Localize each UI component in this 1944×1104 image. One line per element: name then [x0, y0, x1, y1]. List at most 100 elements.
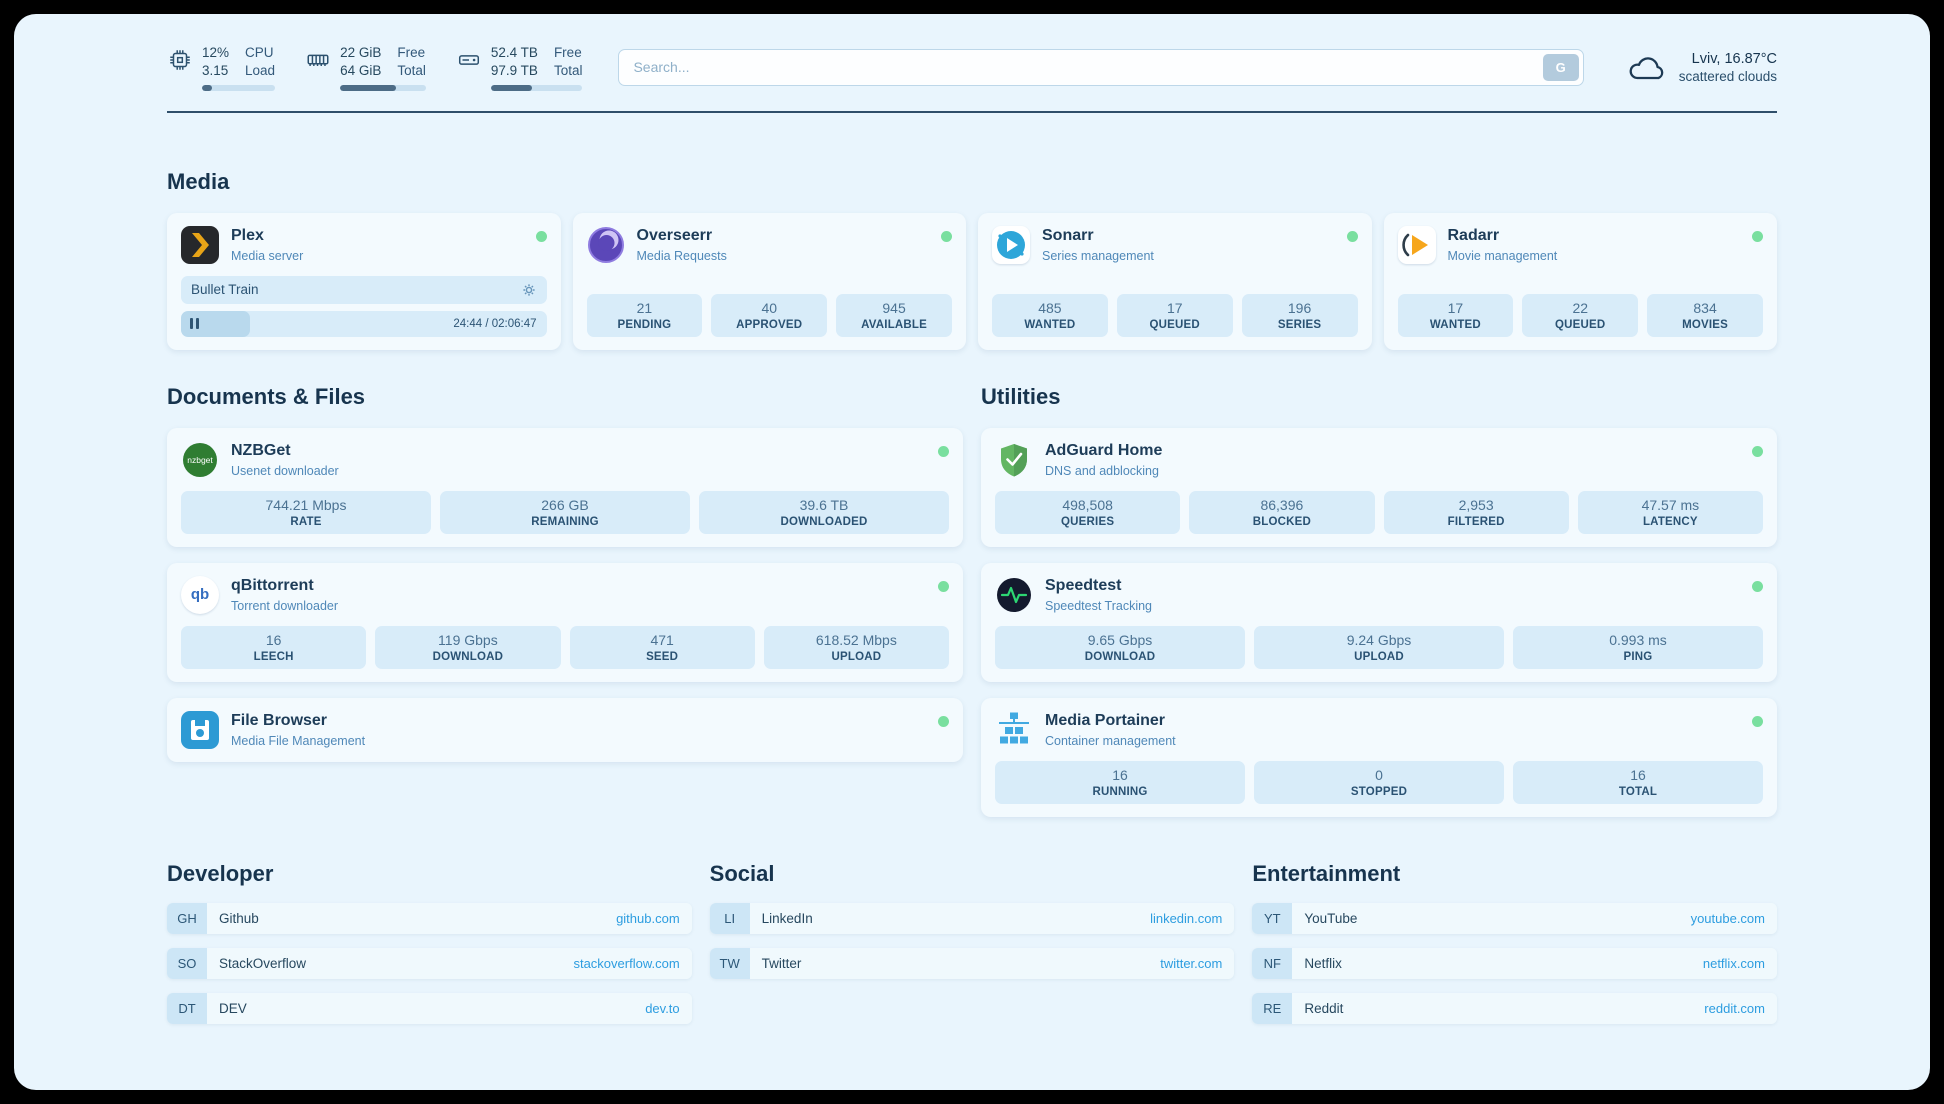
- app-subtitle: Series management: [1042, 248, 1154, 263]
- bookmark-badge: TW: [709, 947, 750, 979]
- disk-progress-bar: [490, 84, 583, 91]
- app-card-nzbget[interactable]: nzbget NZBGet Usenet downloader 74: [167, 427, 963, 547]
- stat-tile-stopped: 0 STOPPED: [1254, 760, 1504, 804]
- stat-label: UPLOAD: [831, 650, 882, 663]
- section-title-utilities: Utilities: [981, 383, 1061, 409]
- cpu-stat: 12% 3.15 CPU Load: [167, 44, 276, 91]
- stat-value: 21: [636, 299, 653, 316]
- status-dot: [938, 715, 949, 727]
- bookmark-url: netflix.com: [1702, 955, 1765, 971]
- app-card-speedtest[interactable]: Speedtest Speedtest Tracking 9.65 Gbps D…: [981, 562, 1777, 682]
- stat-value: 266 GB: [541, 496, 589, 513]
- bookmark-reddit[interactable]: RE Reddit reddit.com: [1252, 992, 1777, 1024]
- bookmark-badge: NF: [1252, 947, 1293, 979]
- app-card-filebrowser[interactable]: File Browser Media File Management: [167, 697, 963, 762]
- search-provider-button[interactable]: G: [1542, 53, 1579, 81]
- dashboard-page: 12% 3.15 CPU Load: [14, 14, 1930, 1090]
- stat-label: RATE: [290, 515, 322, 528]
- bookmark-github[interactable]: GH Github github.com: [167, 902, 692, 934]
- bookmark-badge: SO: [167, 947, 207, 979]
- app-card-radarr[interactable]: Radarr Movie management 17 WANTED 22 QUE…: [1383, 212, 1777, 350]
- app-name: NZBGet: [231, 441, 291, 459]
- ram-progress-fill: [340, 84, 396, 91]
- stat-tile-wanted: 17 WANTED: [1397, 293, 1514, 337]
- stat-tile-download: 119 Gbps DOWNLOAD: [375, 625, 561, 669]
- stat-label: LEECH: [253, 650, 294, 663]
- bookmark-twitter[interactable]: TW Twitter twitter.com: [709, 947, 1235, 979]
- speedtest-icon: [995, 576, 1033, 614]
- playback-progress-bar[interactable]: 24:44 / 02:06:47: [181, 310, 547, 337]
- app-card-plex[interactable]: Plex Media server Bullet Train: [167, 212, 561, 350]
- bookmark-dev[interactable]: DT DEV dev.to: [167, 992, 692, 1024]
- plex-now-playing: Bullet Train: [181, 264, 547, 337]
- app-card-adguard[interactable]: AdGuard Home DNS and adblocking 498,508 …: [981, 427, 1777, 547]
- app-subtitle: Torrent downloader: [231, 598, 339, 613]
- qbittorrent-icon: qb: [181, 575, 219, 614]
- bookmark-youtube[interactable]: YT YouTube youtube.com: [1252, 902, 1777, 934]
- section-title-developer: Developer: [167, 860, 274, 886]
- app-card-sonarr[interactable]: Sonarr Series management 485 WANTED 17 Q…: [978, 212, 1372, 350]
- ram-stat: 22 GiB 64 GiB Free Total: [305, 44, 426, 91]
- stat-tile-queries: 498,508 QUERIES: [995, 490, 1181, 534]
- ram-total-label: Total: [397, 62, 426, 78]
- portainer-icon: [995, 711, 1033, 749]
- pause-icon[interactable]: [190, 318, 199, 330]
- app-subtitle: Usenet downloader: [231, 463, 339, 478]
- nzbget-icon: nzbget: [181, 441, 219, 479]
- stat-tile-latency: 47.57 ms LATENCY: [1577, 490, 1763, 534]
- stat-tile-approved: 40 APPROVED: [711, 293, 828, 337]
- header-divider: [167, 110, 1777, 113]
- stat-tile-available: 945 AVAILABLE: [836, 293, 952, 337]
- cpu-load-value: 3.15: [202, 62, 229, 78]
- stat-label: QUEUED: [1555, 318, 1606, 331]
- stat-tile-running: 16 RUNNING: [995, 760, 1245, 804]
- stat-tile-downloaded: 39.6 TB DOWNLOADED: [699, 490, 949, 534]
- section-title-media: Media: [167, 168, 230, 194]
- stat-value: 196: [1287, 299, 1312, 316]
- search-input[interactable]: [618, 48, 1584, 86]
- cloud-icon: [1629, 57, 1663, 79]
- cpu-icon: [170, 50, 190, 70]
- ram-free-label: Free: [397, 45, 426, 60]
- app-subtitle: Media server: [231, 248, 304, 263]
- stat-tile-leech: 16 LEECH: [181, 625, 367, 669]
- section-documents: Documents & Files nzbget: [167, 384, 963, 762]
- disk-progress-fill: [490, 84, 533, 91]
- ram-icon: [307, 54, 329, 67]
- bookmark-url: github.com: [616, 910, 680, 926]
- app-card-overseerr[interactable]: Overseerr Media Requests 21 PENDING 40 A…: [572, 212, 966, 350]
- app-name: Speedtest: [1045, 576, 1122, 594]
- radarr-icon: [1397, 225, 1436, 264]
- section-title-documents: Documents & Files: [167, 383, 366, 409]
- status-dot: [1752, 580, 1763, 592]
- stat-label: LATENCY: [1642, 515, 1698, 528]
- bookmark-badge: YT: [1252, 902, 1293, 934]
- app-name: Plex: [231, 226, 264, 244]
- adguard-icon: [995, 441, 1033, 479]
- stat-value: 16: [265, 631, 282, 648]
- app-card-qbittorrent[interactable]: qb qBittorrent Torrent downloader 16: [167, 562, 963, 682]
- app-card-portainer[interactable]: Media Portainer Container management 16 …: [981, 697, 1777, 817]
- stat-label: DOWNLOADED: [780, 515, 868, 528]
- sonarr-icon: [992, 225, 1030, 264]
- stat-value: 2,953: [1458, 496, 1494, 513]
- stat-tile-pending: 21 PENDING: [586, 293, 703, 337]
- bookmark-stackoverflow[interactable]: SO StackOverflow stackoverflow.com: [167, 947, 692, 979]
- bookmark-badge: RE: [1252, 992, 1293, 1024]
- bookmark-url: linkedin.com: [1150, 910, 1223, 926]
- stat-label: WANTED: [1429, 318, 1481, 331]
- disk-total-label: Total: [553, 62, 583, 78]
- bookmark-netflix[interactable]: NF Netflix netflix.com: [1252, 947, 1777, 979]
- stat-value: 86,396: [1260, 496, 1304, 513]
- bookmark-linkedin[interactable]: LI LinkedIn linkedin.com: [709, 902, 1235, 934]
- cpu-progress-fill: [202, 84, 213, 91]
- stat-label: RUNNING: [1092, 785, 1148, 798]
- bookmark-url: youtube.com: [1690, 910, 1765, 926]
- cpu-label: CPU: [245, 45, 274, 60]
- status-dot: [1346, 230, 1358, 242]
- stat-tile-seed: 471 SEED: [569, 625, 755, 669]
- bookmark-url: twitter.com: [1160, 955, 1223, 971]
- gear-icon[interactable]: [521, 282, 537, 298]
- stat-value: 498,508: [1062, 496, 1113, 513]
- search-bar: G: [618, 48, 1584, 86]
